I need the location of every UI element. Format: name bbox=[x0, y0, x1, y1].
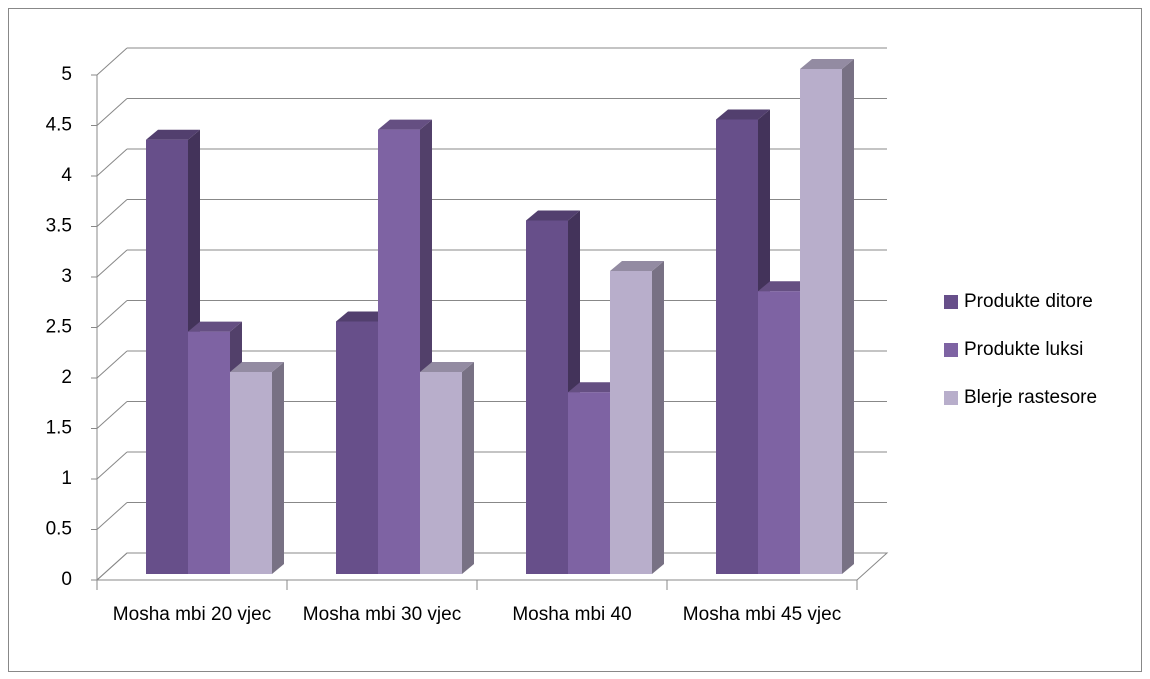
bar bbox=[378, 119, 432, 574]
bar-top bbox=[378, 119, 432, 130]
bar-side bbox=[272, 362, 284, 574]
bar-front bbox=[610, 271, 652, 574]
bar-top bbox=[526, 210, 580, 221]
bar-front bbox=[420, 372, 462, 574]
bar bbox=[230, 362, 284, 574]
bar-top bbox=[800, 59, 854, 69]
y-tick-label: 0 bbox=[61, 569, 72, 590]
legend-label: Produkte luksi bbox=[964, 339, 1083, 360]
bar-side bbox=[842, 59, 854, 574]
y-tick-label: 3 bbox=[61, 266, 72, 287]
bar-front bbox=[568, 392, 610, 574]
grid-line-side bbox=[96, 98, 128, 126]
bar bbox=[610, 261, 664, 574]
bar bbox=[800, 59, 854, 574]
grid-line-side bbox=[96, 502, 128, 530]
bar bbox=[526, 210, 580, 574]
y-tick-label: 2 bbox=[61, 367, 72, 388]
bar-front bbox=[526, 220, 568, 574]
grid-line-side bbox=[96, 552, 128, 581]
bar-top bbox=[420, 362, 474, 372]
legend-label: Produkte ditore bbox=[964, 291, 1093, 312]
grid-line-side bbox=[96, 350, 128, 379]
y-tick-label: 4 bbox=[61, 165, 72, 186]
bar-front bbox=[758, 291, 800, 574]
legend-swatch bbox=[944, 343, 958, 357]
bar-top bbox=[146, 129, 200, 140]
y-tick-label: 2.5 bbox=[46, 317, 72, 338]
grid-line-side bbox=[96, 300, 128, 328]
y-tick-label: 4.5 bbox=[46, 115, 72, 136]
bar-top bbox=[758, 281, 812, 292]
y-tick-label: 1.5 bbox=[46, 418, 72, 439]
grid-line-side bbox=[96, 199, 128, 227]
x-tick-label: Mosha mbi 20 vjec bbox=[112, 604, 272, 625]
bar-front bbox=[716, 119, 758, 574]
bar-front bbox=[336, 321, 378, 574]
bar-side bbox=[462, 362, 474, 574]
x-tick-label: Mosha mbi 45 vjec bbox=[682, 604, 842, 625]
grid-line-side bbox=[96, 401, 128, 429]
x-tick-label: Mosha mbi 40 bbox=[512, 604, 632, 625]
legend-label: Blerje rastesore bbox=[964, 387, 1097, 408]
bar-front bbox=[800, 69, 842, 574]
bar-front bbox=[146, 139, 188, 574]
bar-top bbox=[336, 311, 390, 322]
y-tick-label: 5 bbox=[61, 64, 72, 85]
bar-front bbox=[188, 331, 230, 574]
y-tick-label: 1 bbox=[61, 468, 72, 489]
bar-top bbox=[568, 382, 622, 393]
bar-top bbox=[230, 362, 284, 372]
grid-line-side bbox=[96, 148, 128, 177]
y-tick-label: 0.5 bbox=[46, 519, 72, 540]
bar-front bbox=[230, 372, 272, 574]
bar-top bbox=[610, 261, 664, 271]
bar-top bbox=[716, 109, 770, 120]
legend-swatch bbox=[944, 295, 958, 309]
bar bbox=[420, 362, 474, 574]
bar-top bbox=[188, 321, 242, 332]
grid-line-side bbox=[96, 249, 128, 278]
grid-line-side bbox=[96, 451, 128, 480]
x-tick-label: Mosha mbi 30 vjec bbox=[302, 604, 462, 625]
grid-line-side bbox=[96, 47, 128, 76]
y-tick-label: 3.5 bbox=[46, 216, 72, 237]
bar-front bbox=[378, 129, 420, 574]
legend-swatch bbox=[944, 391, 958, 405]
bar-side bbox=[652, 261, 664, 574]
